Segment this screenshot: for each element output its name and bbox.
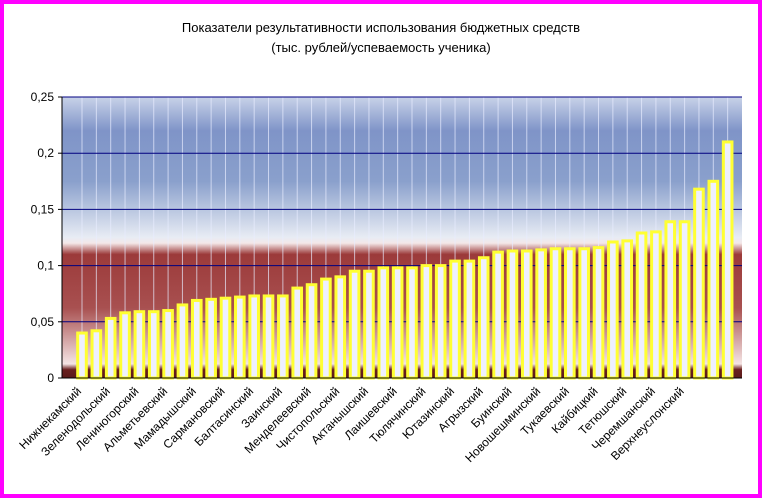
bar [277, 294, 289, 380]
bar [434, 264, 447, 380]
bar [90, 329, 103, 380]
bar [678, 220, 691, 380]
bar [147, 310, 160, 380]
bar [707, 179, 720, 380]
bar [664, 220, 677, 380]
bar [635, 231, 648, 380]
bar [549, 247, 562, 380]
bar [621, 239, 634, 380]
bar [133, 310, 146, 380]
bar [564, 247, 576, 380]
bar [234, 295, 246, 380]
bar [348, 269, 361, 380]
bar [449, 259, 461, 380]
bar [592, 246, 605, 380]
bar [320, 277, 332, 380]
y-tick-label: 0,15 [31, 202, 55, 216]
bar [477, 256, 490, 380]
bar [578, 247, 590, 380]
bar [219, 296, 232, 380]
bar [248, 294, 260, 380]
bar [492, 250, 504, 380]
bar [162, 309, 174, 380]
bar [693, 187, 705, 380]
bar [463, 259, 476, 380]
bar [391, 266, 404, 380]
bar [305, 283, 318, 380]
bar [119, 311, 131, 380]
bar [176, 303, 189, 380]
y-tick-label: 0,05 [31, 315, 55, 329]
chart-subtitle: (тыс. рублей/успеваемость ученика) [271, 40, 490, 55]
bar [76, 331, 88, 380]
y-tick-label: 0,2 [37, 146, 54, 160]
bar [650, 230, 662, 380]
bar [506, 249, 519, 380]
bar [721, 140, 734, 380]
bar [291, 286, 304, 380]
bar [205, 297, 217, 380]
bar [607, 240, 619, 380]
bar [520, 249, 533, 380]
chart-title: Показатели результативности использовани… [182, 20, 580, 35]
bar [334, 275, 347, 380]
bar [535, 248, 547, 380]
bar [363, 269, 375, 380]
bar [420, 264, 433, 380]
y-tick-label: 0,1 [37, 259, 54, 273]
bar [377, 266, 390, 380]
bar [104, 316, 117, 380]
y-tick-label: 0 [47, 371, 54, 385]
y-tick-label: 0,25 [31, 90, 55, 104]
bar [190, 298, 203, 380]
bar [262, 294, 275, 380]
bar [406, 266, 418, 380]
